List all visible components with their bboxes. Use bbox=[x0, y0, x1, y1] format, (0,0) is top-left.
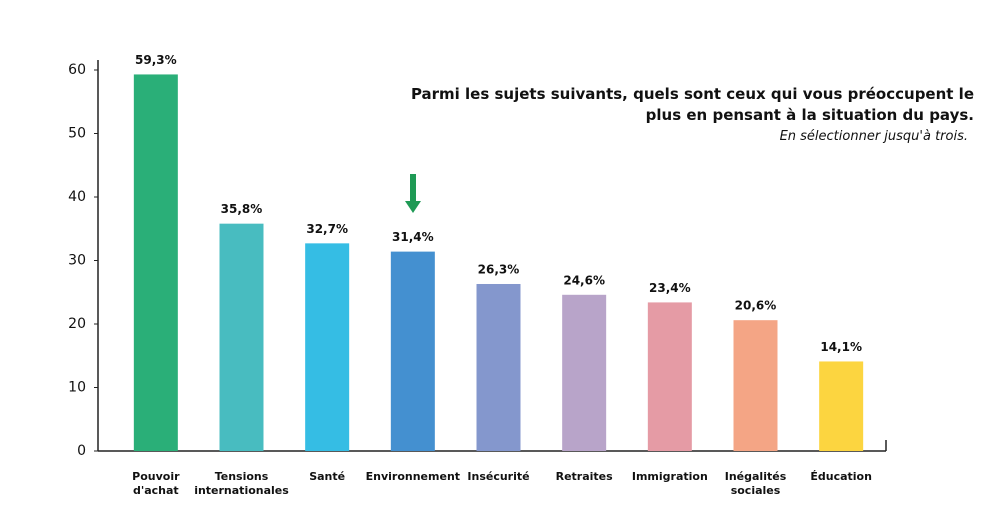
value-label: 32,7% bbox=[306, 222, 348, 236]
y-tick-label: 30 bbox=[68, 253, 86, 269]
value-label: 23,4% bbox=[649, 281, 691, 295]
x-tick-label: Retraites bbox=[555, 470, 613, 483]
bar bbox=[133, 74, 178, 451]
x-tick-label: Pouvoir d'achat bbox=[132, 470, 180, 497]
bar bbox=[390, 251, 435, 451]
y-tick-label: 0 bbox=[77, 443, 86, 459]
value-label: 35,8% bbox=[221, 202, 263, 216]
value-label: 26,3% bbox=[478, 262, 520, 276]
x-tick-label: Insécurité bbox=[467, 470, 530, 483]
y-tick-label: 60 bbox=[68, 62, 86, 78]
x-tick-label: Environnement bbox=[365, 470, 461, 483]
y-tick-label: 10 bbox=[68, 380, 86, 396]
x-tick-label: Inégalités sociales bbox=[724, 470, 787, 497]
bar bbox=[305, 243, 350, 451]
x-tick-label: Santé bbox=[309, 470, 346, 483]
y-tick-label: 40 bbox=[68, 189, 86, 205]
x-tick-label: Éducation bbox=[810, 470, 872, 483]
bar bbox=[647, 302, 692, 451]
value-label: 24,6% bbox=[563, 273, 605, 287]
chart-subtitle: En sélectionner jusqu'à trois. bbox=[779, 129, 968, 144]
value-label: 14,1% bbox=[820, 340, 862, 354]
y-tick-label: 20 bbox=[68, 316, 86, 332]
value-label: 59,3% bbox=[135, 53, 177, 67]
value-label: 20,6% bbox=[735, 299, 777, 313]
bar bbox=[219, 223, 264, 451]
bar bbox=[733, 320, 778, 451]
bar bbox=[562, 294, 607, 451]
value-label: 31,4% bbox=[392, 230, 434, 244]
y-tick-label: 50 bbox=[68, 126, 86, 142]
bar bbox=[819, 361, 864, 451]
x-tick-label: Tensions internationales bbox=[194, 470, 289, 497]
x-tick-label: Immigration bbox=[631, 470, 708, 483]
bar bbox=[476, 283, 521, 451]
chart-title: Parmi les sujets suivants, quels sont ce… bbox=[410, 85, 974, 124]
highlight-arrow bbox=[405, 174, 421, 213]
